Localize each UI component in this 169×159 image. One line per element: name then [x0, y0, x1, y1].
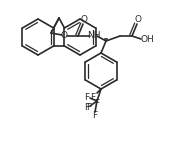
Text: O: O	[61, 31, 67, 41]
Text: F: F	[94, 98, 100, 107]
Text: F: F	[92, 111, 98, 120]
Text: O: O	[80, 15, 88, 24]
Text: O: O	[135, 14, 141, 24]
Text: OH: OH	[140, 35, 154, 44]
Text: F: F	[90, 93, 95, 103]
Text: F: F	[84, 93, 90, 101]
Text: NH: NH	[87, 31, 101, 41]
Text: F: F	[84, 103, 90, 111]
Text: F: F	[86, 104, 92, 113]
